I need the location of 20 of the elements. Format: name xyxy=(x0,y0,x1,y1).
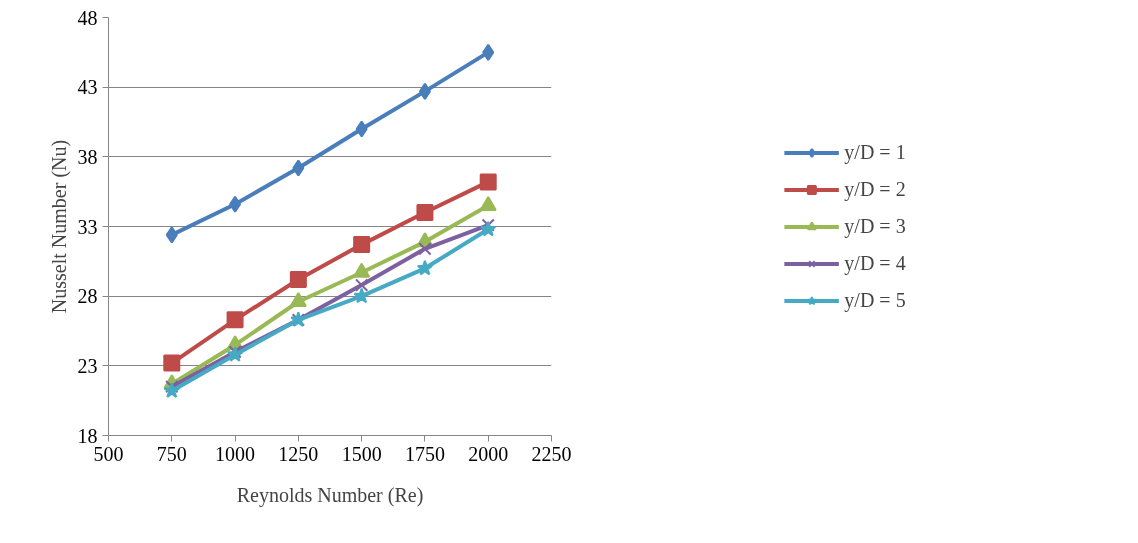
legend-label: y/D = 3 xyxy=(844,214,906,238)
x-tick-label: 1500 xyxy=(341,442,382,465)
x-tick-label: 750 xyxy=(156,442,187,465)
legend-label: y/D = 2 xyxy=(844,177,906,201)
legend-label: y/D = 5 xyxy=(844,288,906,312)
x-tick-label: 2250 xyxy=(531,442,572,465)
x-axis-title: Reynolds Number (Re) xyxy=(236,483,424,507)
y-tick-label: 33 xyxy=(77,215,98,238)
y-axis-title: Nusselt Number (Nu) xyxy=(47,139,71,314)
y-tick-label: 28 xyxy=(77,285,98,308)
x-tick-label: 1750 xyxy=(404,442,445,465)
x-tick-label: 2000 xyxy=(468,442,509,465)
y-tick-label: 48 xyxy=(77,6,98,29)
x-tick-label: 1250 xyxy=(278,442,319,465)
y-tick-label: 23 xyxy=(77,354,98,377)
legend-label: y/D = 4 xyxy=(844,251,906,275)
y-tick-label: 43 xyxy=(77,76,98,99)
x-tick-label: 1000 xyxy=(215,442,256,465)
legend-label: y/D = 1 xyxy=(844,140,906,164)
y-tick-label: 38 xyxy=(77,145,98,168)
